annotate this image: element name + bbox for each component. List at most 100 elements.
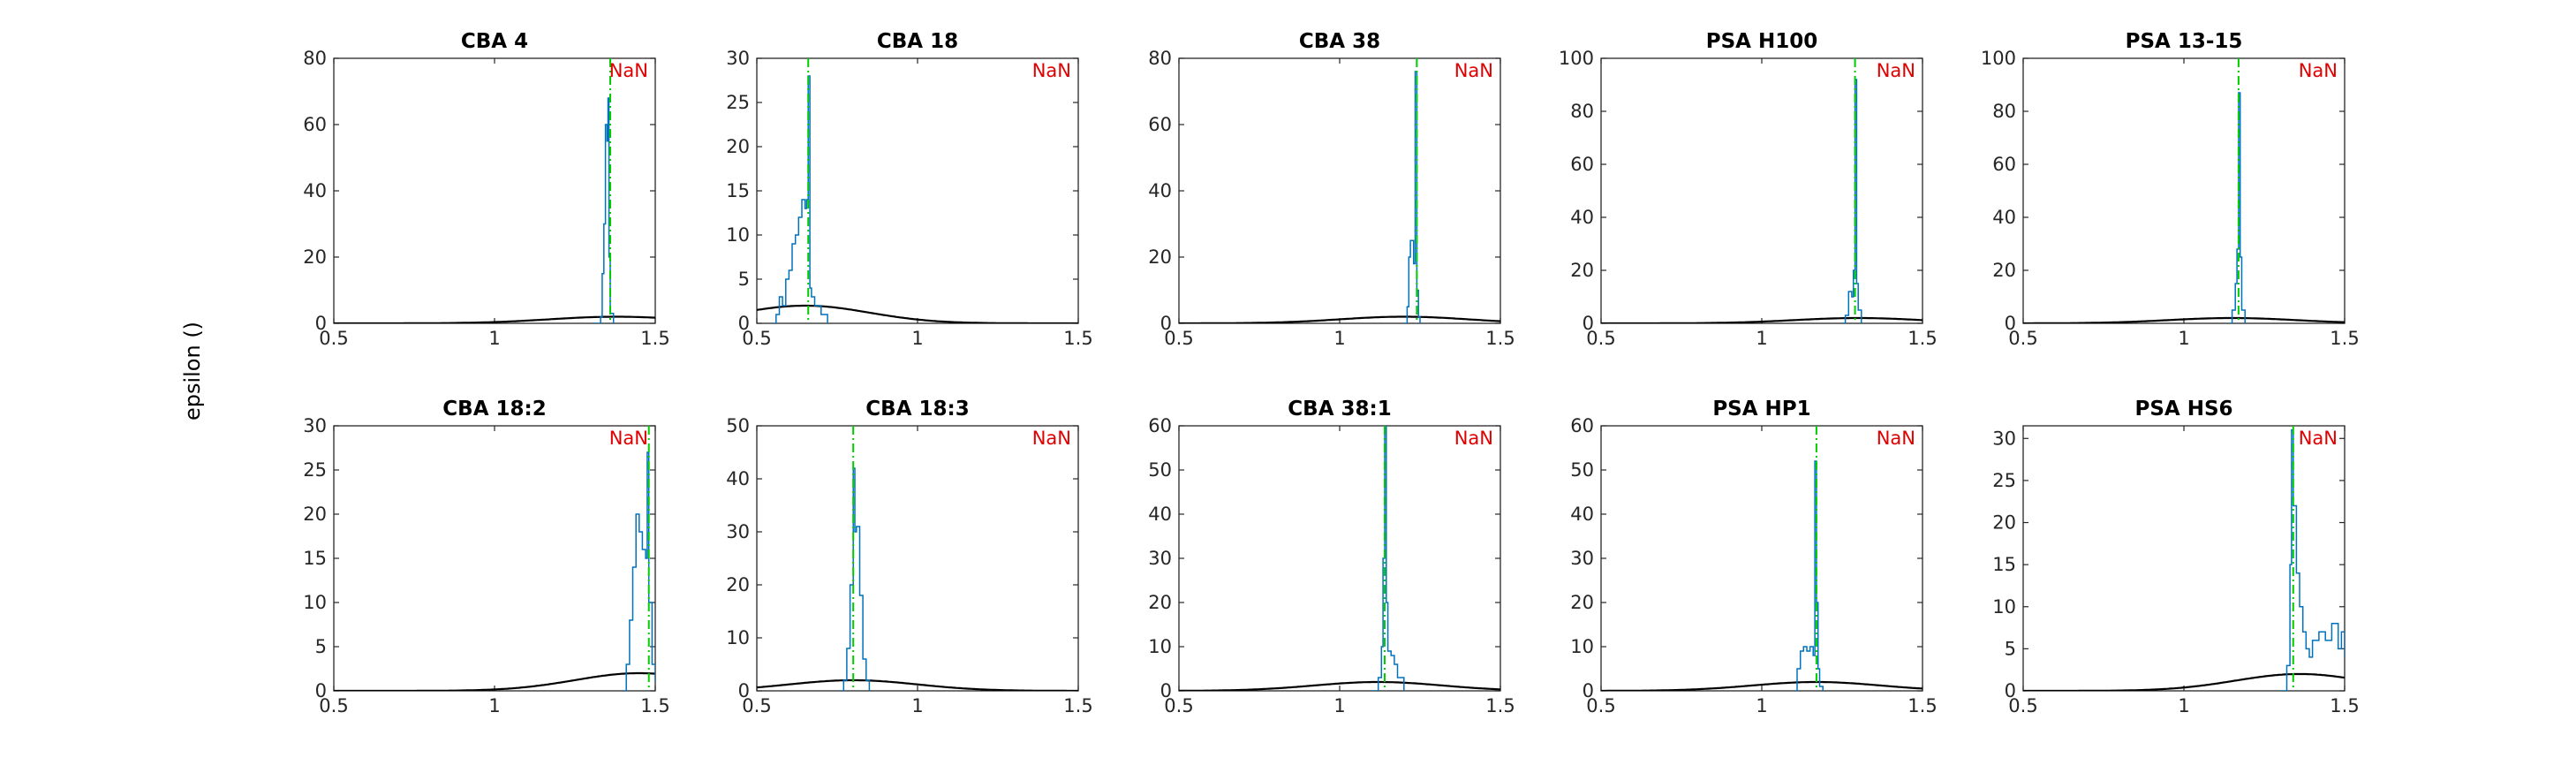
subplot-2: 0 5 10 15 20 25 30 0.5 1 1.5 CBA 18 NaN <box>726 30 1092 349</box>
x-tick-label: 1 <box>488 695 500 716</box>
subplot-8: 0 10 20 30 40 50 60 0.5 1 1.5 CBA 38:1 NaN <box>1148 398 1515 716</box>
y-tick-label: 0 <box>738 313 750 334</box>
subplot-5: 0 20 40 60 80 100 0.5 1 1.5 PSA 13-15 NaN <box>1981 30 2360 349</box>
fit-curve <box>757 678 1078 691</box>
y-tick-label: 40 <box>1570 504 1594 525</box>
annotation-label: NaN <box>1454 428 1493 449</box>
y-tick-label: 80 <box>1148 48 1172 69</box>
x-tick-label: 0.5 <box>1586 328 1615 349</box>
y-tick-label: 80 <box>1992 101 2016 122</box>
y-tick-label: 50 <box>1570 459 1594 481</box>
subplot-title: PSA HP1 <box>1712 398 1810 421</box>
histogram-trace <box>1842 79 1862 323</box>
x-tick-label: 0.5 <box>742 695 771 716</box>
y-tick-label: 10 <box>726 224 750 246</box>
annotation-label: NaN <box>1454 60 1493 81</box>
x-tick-label: 0.5 <box>2008 328 2037 349</box>
y-tick-label: 30 <box>726 48 750 69</box>
histogram-trace <box>2280 429 2345 691</box>
x-tick-label: 1 <box>2178 328 2189 349</box>
y-tick-label: 20 <box>1148 592 1172 613</box>
x-tick-label: 0.5 <box>742 328 771 349</box>
y-tick-label: 80 <box>1570 101 1594 122</box>
x-tick-label: 1 <box>911 695 923 716</box>
annotation-label: NaN <box>1032 60 1071 81</box>
y-tick-label: 60 <box>1570 154 1594 175</box>
y-tick-label: 20 <box>1570 592 1594 613</box>
x-tick-label: 0.5 <box>1164 695 1193 716</box>
annotation-label: NaN <box>609 60 648 81</box>
subplot-title: CBA 4 <box>461 30 528 53</box>
x-tick-label: 1 <box>1756 695 1767 716</box>
y-tick-label: 30 <box>1148 548 1172 569</box>
y-tick-label: 20 <box>1570 260 1594 281</box>
y-tick-label: 10 <box>1570 636 1594 657</box>
y-tick-label: 100 <box>1559 48 1594 69</box>
subplot-title: CBA 18:2 <box>442 398 546 421</box>
y-tick-label: 40 <box>1570 207 1594 228</box>
y-axis-label: epsilon () <box>180 321 205 421</box>
fit-curve <box>1601 316 1923 323</box>
x-tick-label: 1 <box>1333 328 1345 349</box>
x-tick-label: 1.5 <box>1907 695 1937 716</box>
annotation-label: NaN <box>1877 60 1915 81</box>
y-tick-label: 0 <box>2005 313 2016 334</box>
y-tick-label: 40 <box>726 468 750 489</box>
subplot-title: PSA 13-15 <box>2126 30 2243 53</box>
y-tick-label: 10 <box>1992 596 2016 618</box>
fit-curve <box>757 304 1078 323</box>
x-tick-label: 0.5 <box>1164 328 1193 349</box>
x-tick-label: 0.5 <box>2008 695 2037 716</box>
x-tick-label: 0.5 <box>319 328 348 349</box>
annotation-label: NaN <box>1877 428 1915 449</box>
y-tick-label: 5 <box>315 636 327 657</box>
y-tick-label: 15 <box>726 180 750 201</box>
subplot-title: CBA 38:1 <box>1288 398 1391 421</box>
y-tick-label: 50 <box>1148 459 1172 481</box>
y-tick-label: 60 <box>1148 415 1172 436</box>
subplot-3: 0 20 40 60 80 0.5 1 1.5 CBA 38 NaN <box>1148 30 1515 349</box>
fit-curve <box>1179 680 1500 691</box>
x-tick-label: 1.5 <box>2330 695 2359 716</box>
plot-area <box>756 57 1079 324</box>
y-tick-label: 60 <box>1992 154 2016 175</box>
y-tick-label: 40 <box>303 180 327 201</box>
annotation-label: NaN <box>2299 60 2338 81</box>
y-tick-label: 5 <box>738 269 750 290</box>
subplot-9: 0 10 20 30 40 50 60 0.5 1 1.5 PSA HP1 NaN <box>1570 398 1937 716</box>
plot-area <box>1600 425 1923 692</box>
subplot-title: CBA 38 <box>1299 30 1380 53</box>
y-tick-label: 15 <box>303 548 327 569</box>
y-tick-label: 30 <box>1570 548 1594 569</box>
subplot-7: 0 10 20 30 40 50 0.5 1 1.5 CBA 18:3 NaN <box>726 398 1092 716</box>
histogram-trace <box>1403 71 1421 323</box>
y-tick-label: 20 <box>726 136 750 157</box>
y-tick-label: 50 <box>726 415 750 436</box>
y-tick-label: 5 <box>2005 638 2016 659</box>
subplot-title: CBA 18:3 <box>865 398 969 421</box>
x-tick-label: 1.5 <box>640 695 669 716</box>
x-tick-label: 1 <box>1756 328 1767 349</box>
fit-curve <box>1179 315 1500 323</box>
y-tick-label: 100 <box>1981 48 2016 69</box>
subplot-title: CBA 18 <box>877 30 958 53</box>
x-tick-label: 0.5 <box>319 695 348 716</box>
x-tick-label: 1.5 <box>1485 695 1515 716</box>
y-tick-label: 0 <box>1160 680 1172 701</box>
annotation-label: NaN <box>609 428 648 449</box>
plot-area <box>1178 425 1501 692</box>
y-tick-label: 0 <box>1583 313 1594 334</box>
subplot-title: PSA H100 <box>1706 30 1818 53</box>
x-tick-label: 1.5 <box>1907 328 1937 349</box>
fit-curve <box>2023 316 2345 323</box>
subplot-title: PSA HS6 <box>2134 398 2232 421</box>
y-tick-label: 0 <box>1583 680 1594 701</box>
x-tick-label: 1.5 <box>1485 328 1515 349</box>
x-tick-label: 1.5 <box>2330 328 2359 349</box>
plot-area <box>2022 57 2346 324</box>
plot-area <box>1600 57 1923 324</box>
x-tick-label: 1.5 <box>640 328 669 349</box>
histogram-trace <box>1794 460 1824 691</box>
y-tick-label: 80 <box>303 48 327 69</box>
